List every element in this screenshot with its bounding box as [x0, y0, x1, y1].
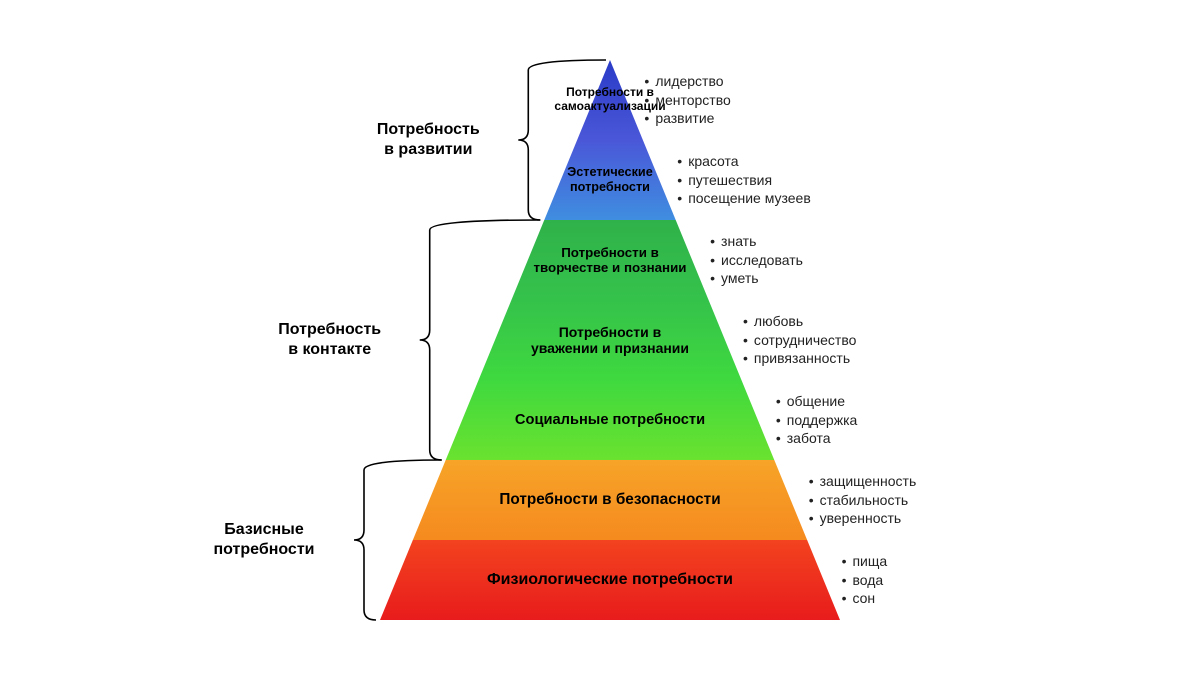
group-label-2: Базисныепотребности: [184, 520, 344, 560]
infographic-stage: Потребности всамоактуализацииЭстетически…: [0, 0, 1200, 675]
group-brace-2: [0, 0, 1200, 675]
